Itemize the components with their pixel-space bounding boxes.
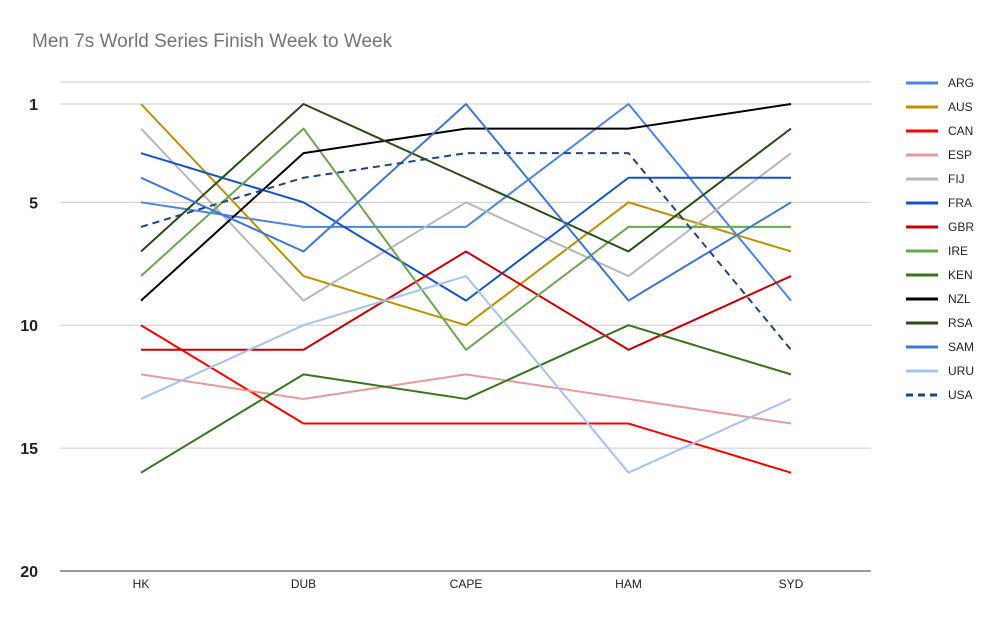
legend-label: ESP bbox=[948, 148, 972, 162]
y-tick-label: 15 bbox=[20, 441, 38, 458]
legend: ARG AUS CAN ESP FIJ FRA GBR IRE KEN NZL RSA SAM URU U… bbox=[906, 76, 974, 402]
series-line-rsa bbox=[140, 103, 792, 253]
legend-item-usa: USA bbox=[906, 388, 973, 402]
x-tick-label: HK bbox=[133, 577, 150, 591]
y-tick-label: 5 bbox=[29, 195, 38, 212]
x-tick-label: HAM bbox=[615, 577, 642, 591]
legend-item-esp: ESP bbox=[906, 148, 972, 162]
legend-item-fra: FRA bbox=[906, 196, 972, 210]
series-line-uru bbox=[140, 275, 792, 474]
legend-item-ken: KEN bbox=[906, 268, 973, 282]
legend-item-ire: IRE bbox=[906, 244, 968, 258]
series-lines bbox=[140, 103, 792, 474]
y-tick-label: 10 bbox=[20, 318, 38, 335]
legend-item-uru: URU bbox=[906, 364, 974, 378]
legend-item-sam: SAM bbox=[906, 340, 974, 354]
y-tick-label: 1 bbox=[29, 97, 38, 114]
x-tick-label: CAPE bbox=[450, 577, 483, 591]
legend-label: GBR bbox=[948, 220, 974, 234]
series-line-fra bbox=[140, 152, 791, 302]
legend-label: NZL bbox=[948, 292, 971, 306]
legend-label: SAM bbox=[948, 340, 974, 354]
legend-item-rsa: RSA bbox=[906, 316, 973, 330]
legend-label: CAN bbox=[948, 124, 973, 138]
chart-title: Men 7s World Series Finish Week to Week bbox=[32, 31, 393, 52]
series-line-ire bbox=[140, 127, 791, 351]
series-line-sam bbox=[140, 103, 792, 302]
series-line-esp bbox=[140, 373, 792, 425]
series-line-aus bbox=[140, 103, 792, 327]
y-tick-label: 20 bbox=[20, 564, 38, 581]
legend-label: ARG bbox=[948, 76, 974, 90]
x-tick-label: DUB bbox=[291, 577, 316, 591]
legend-label: IRE bbox=[948, 244, 968, 258]
legend-item-gbr: GBR bbox=[906, 220, 974, 234]
legend-label: RSA bbox=[948, 316, 973, 330]
series-line-nzl bbox=[140, 103, 792, 302]
legend-item-aus: AUS bbox=[906, 100, 973, 114]
series-line-fij bbox=[140, 127, 792, 302]
legend-label: FIJ bbox=[948, 172, 965, 186]
legend-item-can: CAN bbox=[906, 124, 973, 138]
legend-label: USA bbox=[948, 388, 973, 402]
series-line-ken bbox=[140, 324, 792, 474]
x-tick-label: SYD bbox=[779, 577, 804, 591]
legend-item-fij: FIJ bbox=[906, 172, 965, 186]
legend-label: URU bbox=[948, 364, 974, 378]
legend-item-arg: ARG bbox=[906, 76, 974, 90]
series-line-usa bbox=[140, 152, 792, 351]
legend-label: FRA bbox=[948, 196, 972, 210]
legend-label: AUS bbox=[948, 100, 973, 114]
legend-item-nzl: NZL bbox=[906, 292, 971, 306]
legend-label: KEN bbox=[948, 268, 973, 282]
